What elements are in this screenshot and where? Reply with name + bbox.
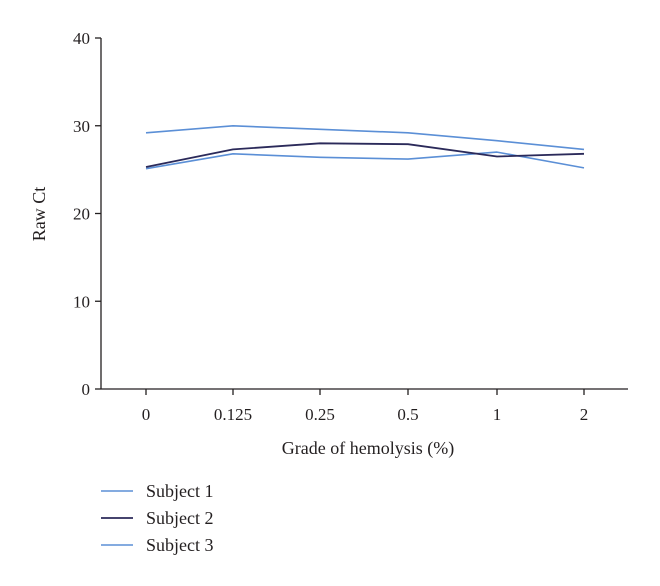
legend-item: Subject 3: [101, 535, 214, 555]
x-tick-label: 0.5: [397, 405, 418, 424]
legend-label: Subject 2: [146, 508, 214, 528]
y-tick-label: 40: [73, 29, 90, 48]
x-tick-label: 1: [493, 405, 502, 424]
legend: Subject 1 Subject 2 Subject 3: [101, 481, 214, 555]
legend-label: Subject 1: [146, 481, 214, 501]
x-ticks: 0 0.125 0.25 0.5 1 2: [142, 389, 589, 424]
legend-item: Subject 2: [101, 508, 214, 528]
x-tick-label: 0.125: [214, 405, 252, 424]
legend-label: Subject 3: [146, 535, 214, 555]
y-tick-label: 0: [82, 380, 91, 399]
series-line-subject-1: [145, 151, 585, 170]
x-tick-label: 0: [142, 405, 151, 424]
y-tick-label: 20: [73, 205, 90, 224]
y-ticks: 0 10 20 30 40: [73, 29, 101, 399]
x-tick-label: 0.25: [305, 405, 335, 424]
x-axis-title: Grade of hemolysis (%): [282, 438, 454, 459]
x-tick-label: 2: [580, 405, 589, 424]
y-tick-label: 10: [73, 292, 90, 311]
series-line-subject-3: [145, 125, 585, 151]
y-tick-label: 30: [73, 117, 90, 136]
axes: [100, 38, 628, 390]
legend-item: Subject 1: [101, 481, 214, 501]
series-lines: [145, 125, 585, 170]
y-axis-title: Raw Ct: [29, 187, 49, 242]
series-line-subject-2: [145, 142, 585, 168]
